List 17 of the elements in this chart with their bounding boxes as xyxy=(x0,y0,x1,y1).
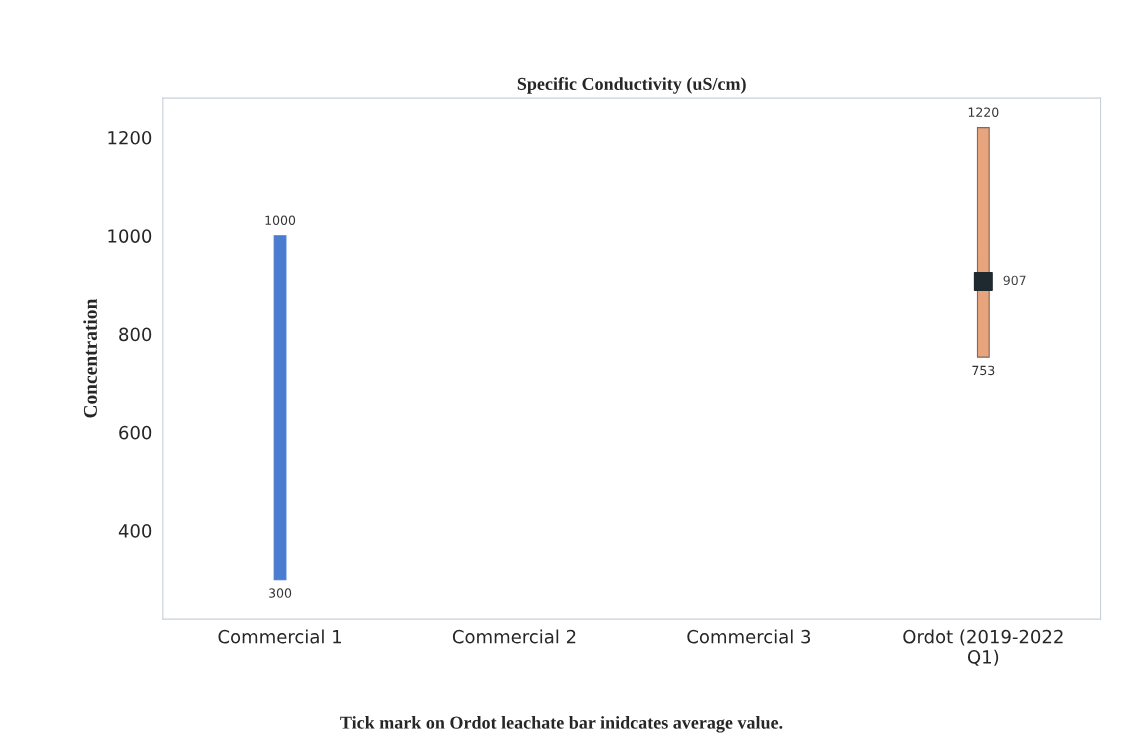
y-tick-label: 1200 xyxy=(108,130,152,145)
x-tick-label: Ordot (2019-2022 Q1) xyxy=(903,629,1063,666)
y-tick-label: 400 xyxy=(118,524,152,538)
text: Tick mark on Ordot leachate bar inidcates average value. xyxy=(340,716,783,733)
y-axis-title: Concentration xyxy=(83,298,97,418)
y-tick-label: 600 xyxy=(119,425,152,440)
x-tick-label: Commercial 3 xyxy=(687,629,811,644)
annotation: 300 xyxy=(269,588,292,598)
y-tick-label: 800 xyxy=(119,327,152,342)
data-label: 907 xyxy=(1003,275,1026,286)
x-tick-label: Commercial 1 xyxy=(218,629,341,644)
annotation: 1220 xyxy=(968,107,999,117)
annotation: 753 xyxy=(972,365,995,376)
annotation: 1000 xyxy=(265,215,296,225)
y-tick-label: 1000 xyxy=(108,229,152,243)
x-tick-label: Commercial 2 xyxy=(452,629,576,644)
chart-title: Specific Conductivity (uS/cm) xyxy=(517,77,746,94)
